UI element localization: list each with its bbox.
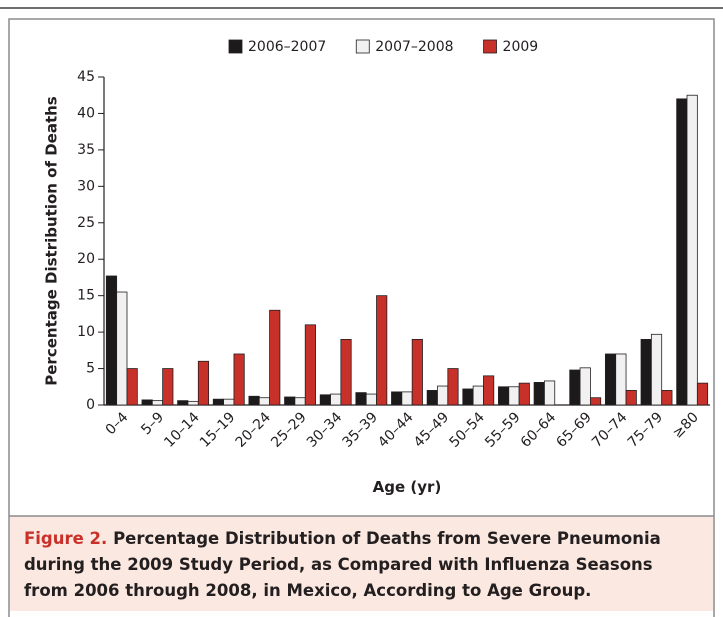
- bar: [462, 388, 474, 406]
- y-tick-label: 45: [77, 69, 95, 85]
- bar: [355, 392, 367, 406]
- y-tick-label: 40: [77, 105, 95, 121]
- legend-swatch: [355, 39, 370, 54]
- y-tick-label: 35: [77, 142, 95, 158]
- legend-swatch: [228, 39, 243, 54]
- bar: [284, 396, 296, 406]
- legend: 2006–2007 2007–2008 2009: [228, 39, 539, 55]
- bar: [625, 390, 637, 406]
- bar: [676, 98, 688, 406]
- x-tick-label: 30–34: [304, 409, 346, 451]
- bar: [340, 338, 352, 406]
- bar: [615, 353, 627, 406]
- bar: [365, 393, 377, 406]
- x-tick-label: 45–49: [411, 409, 452, 450]
- caption-label: Figure 2.: [24, 529, 108, 548]
- bar: [650, 333, 663, 406]
- bar: [544, 380, 556, 406]
- bar: [212, 398, 224, 406]
- bar: [116, 291, 128, 406]
- bar: [472, 385, 484, 406]
- x-tick-label: 70–74: [589, 409, 631, 451]
- caption: Figure 2. Percentage Distribution of Dea…: [24, 526, 664, 604]
- bar: [269, 309, 281, 406]
- x-tick-label: 5–9: [138, 409, 167, 438]
- bar: [518, 382, 530, 406]
- bar: [376, 295, 388, 406]
- x-tick-label: 65–69: [553, 409, 594, 450]
- caption-background: [10, 516, 713, 611]
- caption-text: Percentage Distribution of Deaths from S…: [24, 529, 661, 600]
- bar: [696, 382, 709, 406]
- legend-label: 2007–2008: [375, 39, 453, 55]
- bar: [590, 397, 602, 406]
- bar: [294, 397, 306, 406]
- bar: [411, 338, 423, 406]
- bar: [604, 353, 617, 406]
- bar: [640, 338, 652, 406]
- x-tick-label: 60–64: [518, 409, 560, 451]
- bar: [498, 386, 510, 406]
- y-tick-label: 25: [77, 215, 95, 231]
- bar: [437, 385, 449, 406]
- bar: [151, 400, 164, 406]
- bar: [248, 395, 260, 406]
- x-tick-label: 15–19: [197, 409, 238, 450]
- legend-label: 2009: [503, 39, 539, 55]
- legend-label: 2006–2007: [248, 39, 326, 55]
- bar: [401, 391, 413, 406]
- y-tick-label: 10: [77, 324, 95, 340]
- legend-swatch: [483, 39, 497, 54]
- x-tick-label: 75–79: [625, 409, 666, 450]
- x-tick-label: 55–59: [482, 409, 523, 450]
- bar: [426, 390, 438, 406]
- y-tick-label: 5: [86, 361, 95, 377]
- x-tick-label: 25–29: [268, 409, 309, 450]
- bar: [258, 397, 270, 406]
- y-tick-label: 0: [86, 397, 95, 413]
- bar: [126, 368, 138, 406]
- bar: [579, 367, 591, 406]
- bar: [304, 324, 316, 406]
- x-tick-label: 40–44: [375, 409, 417, 451]
- bar: [223, 398, 235, 406]
- bar: [141, 399, 153, 406]
- frame: [8, 18, 715, 617]
- bar: [391, 391, 403, 406]
- bar: [105, 275, 118, 406]
- bar: [569, 369, 581, 406]
- x-tick-label: 0–4: [103, 409, 132, 438]
- x-tick-label: ≥80: [670, 409, 702, 441]
- bar: [686, 94, 698, 406]
- bar: [483, 375, 495, 406]
- bar: [447, 368, 459, 406]
- bar: [319, 394, 331, 406]
- bar: [508, 386, 520, 406]
- bar: [533, 382, 545, 406]
- bar: [177, 400, 189, 406]
- x-tick-label: 20–24: [233, 409, 275, 451]
- bar: [197, 360, 210, 406]
- y-tick-label: 30: [77, 178, 95, 194]
- bar: [330, 393, 342, 406]
- bar: [233, 353, 245, 406]
- bar: [162, 368, 174, 406]
- x-tick-label: 10–14: [161, 409, 203, 451]
- bar: [187, 400, 199, 406]
- x-tick-label: 35–39: [340, 409, 381, 450]
- x-axis-label: Age (yr): [373, 478, 442, 496]
- bar: [661, 390, 673, 406]
- x-tick-label: 50–54: [446, 409, 488, 451]
- y-tick-label: 20: [77, 251, 95, 267]
- y-axis-label: Percentage Distribution of Deaths: [43, 96, 61, 386]
- y-tick-label: 15: [77, 288, 95, 304]
